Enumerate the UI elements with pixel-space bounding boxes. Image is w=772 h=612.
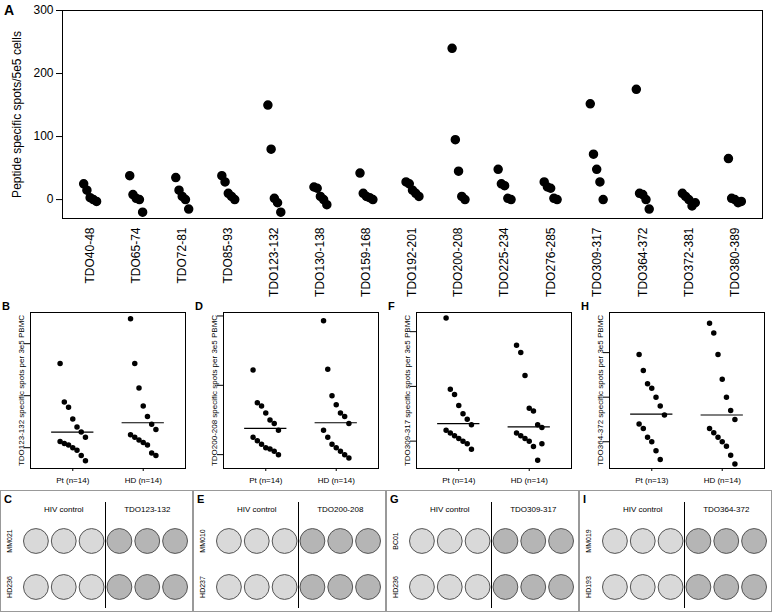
svg-text:TDO309-317: TDO309-317 [510, 505, 557, 514]
svg-text:TDO309-317 specific spots per: TDO309-317 specific spots per 3e5 PBMC [403, 315, 412, 466]
svg-text:HD237: HD237 [199, 576, 206, 598]
svg-text:TDO200-208 specific spots per: TDO200-208 specific spots per 3e5 PBMC [210, 315, 219, 466]
svg-text:TDO72-81: TDO72-81 [175, 227, 189, 283]
html-text:F: F [388, 300, 395, 312]
svg-text:TDO200-208: TDO200-208 [317, 505, 364, 514]
svg-text:TDO130-138: TDO130-138 [313, 227, 327, 297]
html-text:A: A [4, 2, 15, 18]
svg-text:0: 0 [47, 192, 54, 206]
svg-text:MM010: MM010 [199, 529, 206, 552]
svg-text:HIV control: HIV control [237, 505, 277, 514]
svg-text:HD236: HD236 [392, 576, 399, 598]
svg-text:HD (n=14): HD (n=14) [318, 476, 355, 485]
svg-text:TDO123-132 specific spots per: TDO123-132 specific spots per 3e5 PBMC [17, 315, 26, 466]
svg-text:100: 100 [33, 129, 53, 143]
svg-text:HD (n=14): HD (n=14) [511, 476, 548, 485]
svg-text:TDO40-48: TDO40-48 [83, 227, 97, 283]
svg-text:TDO200-208: TDO200-208 [451, 227, 465, 297]
svg-text:I: I [583, 493, 586, 505]
svg-text:HD (n=14): HD (n=14) [125, 476, 162, 485]
svg-text:BC01: BC01 [392, 532, 399, 550]
svg-text:TDO123-132: TDO123-132 [124, 505, 171, 514]
svg-text:TDO123-132: TDO123-132 [267, 227, 281, 297]
svg-text:TDO364-372: TDO364-372 [703, 505, 750, 514]
svg-text:Pt (n=13): Pt (n=13) [635, 476, 668, 485]
html-text:B: B [2, 300, 10, 312]
svg-text:TDO192-201: TDO192-201 [405, 227, 419, 297]
svg-text:200: 200 [33, 66, 53, 80]
svg-text:Pt (n=14): Pt (n=14) [442, 476, 475, 485]
svg-text:HD193: HD193 [585, 576, 592, 598]
svg-text:TDO85-93: TDO85-93 [221, 227, 235, 283]
svg-text:TDO372-381: TDO372-381 [682, 227, 696, 297]
svg-text:MM019: MM019 [585, 529, 592, 552]
svg-text:300: 300 [33, 3, 53, 17]
svg-text:TDO276-285: TDO276-285 [543, 227, 557, 297]
svg-text:HIV control: HIV control [44, 505, 84, 514]
svg-text:Pt (n=14): Pt (n=14) [249, 476, 282, 485]
svg-text:TDO65-74: TDO65-74 [129, 227, 143, 283]
svg-text:Pt (n=14): Pt (n=14) [56, 476, 89, 485]
svg-text:G: G [390, 493, 399, 505]
svg-text:TDO380-389: TDO380-389 [728, 227, 742, 297]
svg-text:HD (n=14): HD (n=14) [704, 476, 741, 485]
svg-text:C: C [4, 493, 12, 505]
svg-text:MM021: MM021 [6, 529, 13, 552]
svg-text:TDO364-372: TDO364-372 [636, 227, 650, 297]
html-text:D: D [195, 300, 203, 312]
svg-text:HIV control: HIV control [430, 505, 470, 514]
svg-text:HIV control: HIV control [623, 505, 663, 514]
svg-text:TDO225-234: TDO225-234 [497, 227, 511, 297]
svg-text:TDO309-317: TDO309-317 [590, 227, 604, 297]
svg-text:HD236: HD236 [6, 576, 13, 598]
svg-text:TDO159-168: TDO159-168 [359, 227, 373, 297]
html-text:H: H [581, 300, 589, 312]
svg-text:TDO364-372 specific spots per: TDO364-372 specific spots per 3e5 PBMC [596, 315, 605, 466]
svg-text:Peptide specific spots/5e5 cel: Peptide specific spots/5e5 cells [10, 31, 24, 198]
svg-text:E: E [197, 493, 204, 505]
